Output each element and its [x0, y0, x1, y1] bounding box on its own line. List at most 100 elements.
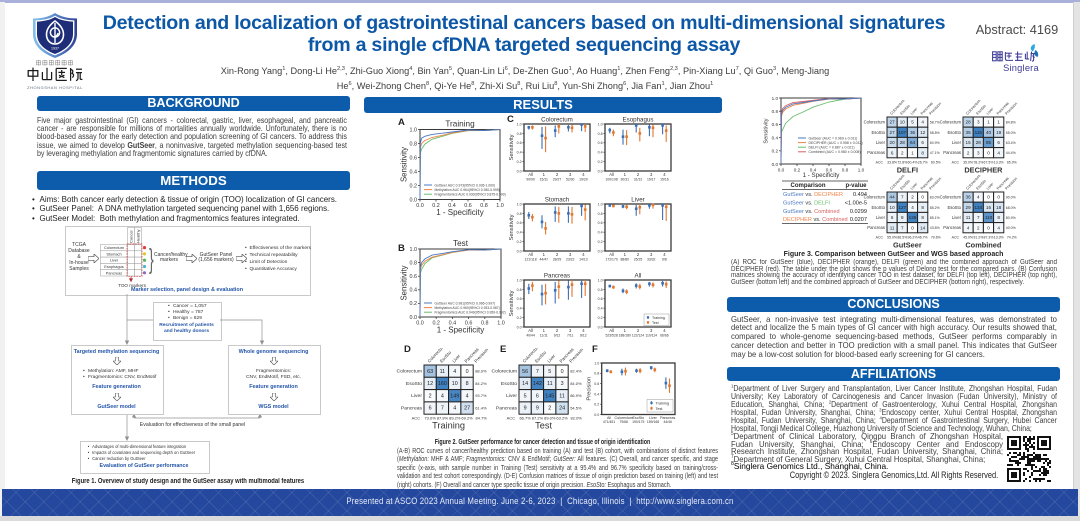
- svg-text:All: All: [609, 252, 614, 257]
- svg-text:GutSeer AUC 0.973(95%CI 0.936-: GutSeer AUC 0.973(95%CI 0.936-1.000): [435, 183, 496, 187]
- svg-text:13.3%: 13.3%: [994, 235, 1004, 239]
- svg-text:44: 44: [889, 195, 895, 200]
- svg-text:0: 0: [921, 195, 924, 200]
- svg-text:Liver: Liver: [952, 140, 962, 145]
- svg-text:Liver: Liver: [631, 197, 644, 204]
- svg-text:45.0%: 45.0%: [963, 235, 973, 239]
- svg-text:0.6: 0.6: [516, 141, 521, 145]
- svg-text:0: 0: [561, 368, 564, 374]
- svg-text:Cancer: Cancer: [129, 229, 134, 243]
- svg-text:2: 2: [555, 252, 558, 257]
- svg-text:0.494: 0.494: [853, 192, 867, 198]
- svg-text:172/170: 172/170: [605, 258, 617, 262]
- svg-text:190/175: 190/175: [632, 420, 644, 424]
- svg-text:89.0%: 89.0%: [544, 415, 556, 420]
- svg-text:Colorectum: Colorectum: [615, 416, 633, 420]
- svg-text:88.0%: 88.0%: [475, 368, 487, 373]
- svg-text:0.6: 0.6: [516, 221, 521, 225]
- svg-text:4: 4: [466, 393, 469, 399]
- svg-text:29/27: 29/27: [552, 178, 561, 182]
- svg-text:89.2%: 89.2%: [449, 415, 461, 420]
- svg-text:27: 27: [889, 130, 895, 135]
- svg-text:9: 9: [536, 405, 539, 411]
- svg-text:0: 0: [997, 195, 1000, 200]
- svg-text:9: 9: [524, 405, 527, 411]
- svg-text:12: 12: [920, 130, 926, 135]
- svg-text:Healthy: Healthy: [136, 229, 141, 243]
- svg-text:52/30: 52/30: [565, 178, 574, 182]
- svg-text:0.8: 0.8: [516, 132, 521, 136]
- svg-text:All: All: [607, 416, 611, 420]
- svg-text:EsoSto: EsoSto: [947, 130, 961, 135]
- svg-text:2: 2: [637, 172, 640, 177]
- svg-text:82.0%: 82.0%: [571, 415, 583, 420]
- svg-text:1 - Specificity: 1 - Specificity: [803, 172, 841, 179]
- svg-text:0.8: 0.8: [516, 212, 521, 216]
- svg-text:0: 0: [987, 150, 990, 155]
- svg-text:0.8: 0.8: [594, 372, 599, 376]
- svg-text:0.2: 0.2: [772, 149, 779, 154]
- svg-text:127: 127: [898, 205, 906, 210]
- svg-text:EsoSto: EsoSto: [871, 205, 885, 210]
- svg-text:88/80: 88/80: [621, 258, 630, 262]
- svg-text:0.4: 0.4: [410, 169, 418, 175]
- svg-text:Liver: Liver: [910, 106, 919, 115]
- svg-text:0.0: 0.0: [416, 203, 424, 209]
- svg-text:3: 3: [561, 381, 564, 387]
- svg-text:29: 29: [965, 205, 971, 210]
- svg-text:471/451: 471/451: [603, 420, 615, 424]
- svg-text:1: 1: [542, 252, 545, 257]
- svg-text:134: 134: [974, 205, 982, 210]
- svg-text:All: All: [609, 328, 614, 333]
- svg-text:GutSeer AUC 0.981(95%CI 0.966-: GutSeer AUC 0.981(95%CI 0.966-0.997): [435, 301, 496, 305]
- svg-text:72.8%: 72.8%: [897, 160, 907, 164]
- svg-text:Training: Training: [445, 120, 475, 129]
- svg-text:60.9%: 60.9%: [930, 141, 940, 145]
- svg-text:Sensitivity: Sensitivity: [509, 134, 515, 160]
- svg-text:1 - Specificity: 1 - Specificity: [437, 326, 485, 335]
- svg-text:Sensitivity: Sensitivity: [509, 214, 515, 240]
- svg-text:Sensitivity: Sensitivity: [400, 147, 409, 182]
- svg-text:Colorectum: Colorectum: [939, 195, 961, 200]
- svg-text:27: 27: [464, 405, 470, 411]
- svg-text:4: 4: [453, 405, 456, 411]
- svg-text:Liver: Liver: [952, 215, 962, 220]
- svg-text:0.0: 0.0: [778, 168, 785, 173]
- svg-text:Training: Training: [652, 316, 665, 320]
- svg-text:Fragmentomics AUC 0.949(95%CI: Fragmentomics AUC 0.949(95%CI 0.950-0.99…: [435, 311, 506, 315]
- svg-text:1: 1: [542, 172, 545, 177]
- svg-text:EsoSto: EsoSto: [975, 179, 986, 191]
- svg-text:2: 2: [637, 328, 640, 333]
- svg-text:p-value: p-value: [845, 183, 867, 189]
- svg-text:11: 11: [559, 393, 565, 399]
- svg-text:8: 8: [921, 205, 924, 210]
- svg-text:23/22: 23/22: [565, 258, 574, 262]
- svg-text:ACC: ACC: [875, 235, 883, 239]
- svg-text:149: 149: [450, 393, 459, 399]
- svg-text:1: 1: [542, 328, 545, 333]
- svg-text:Sensitivity: Sensitivity: [764, 118, 770, 143]
- svg-text:DECIPHER vs. Combined: DECIPHER vs. Combined: [783, 217, 848, 223]
- svg-text:ACC: ACC: [507, 415, 516, 420]
- svg-text:2: 2: [901, 150, 904, 155]
- svg-text:80.9%: 80.9%: [1006, 216, 1016, 220]
- svg-text:142: 142: [533, 381, 542, 387]
- svg-text:8: 8: [921, 215, 924, 220]
- svg-text:0.2: 0.2: [516, 240, 521, 244]
- svg-text:0.0: 0.0: [598, 249, 603, 253]
- svg-text:7: 7: [901, 195, 904, 200]
- svg-text:90.0%: 90.0%: [1006, 196, 1016, 200]
- svg-text:0.0: 0.0: [772, 162, 779, 167]
- svg-text:0.8: 0.8: [516, 288, 521, 292]
- svg-text:0: 0: [911, 225, 914, 230]
- svg-text:28: 28: [976, 140, 982, 145]
- svg-text:24: 24: [559, 405, 565, 411]
- svg-text:10: 10: [889, 205, 895, 210]
- svg-text:60.4%: 60.4%: [907, 160, 917, 164]
- svg-text:0.6: 0.6: [410, 274, 418, 280]
- svg-text:Comparison: Comparison: [790, 183, 825, 189]
- svg-text:0.0299: 0.0299: [850, 209, 867, 215]
- svg-text:3: 3: [977, 120, 980, 125]
- svg-text:100/108: 100/108: [605, 178, 617, 182]
- svg-text:1: 1: [997, 120, 1000, 125]
